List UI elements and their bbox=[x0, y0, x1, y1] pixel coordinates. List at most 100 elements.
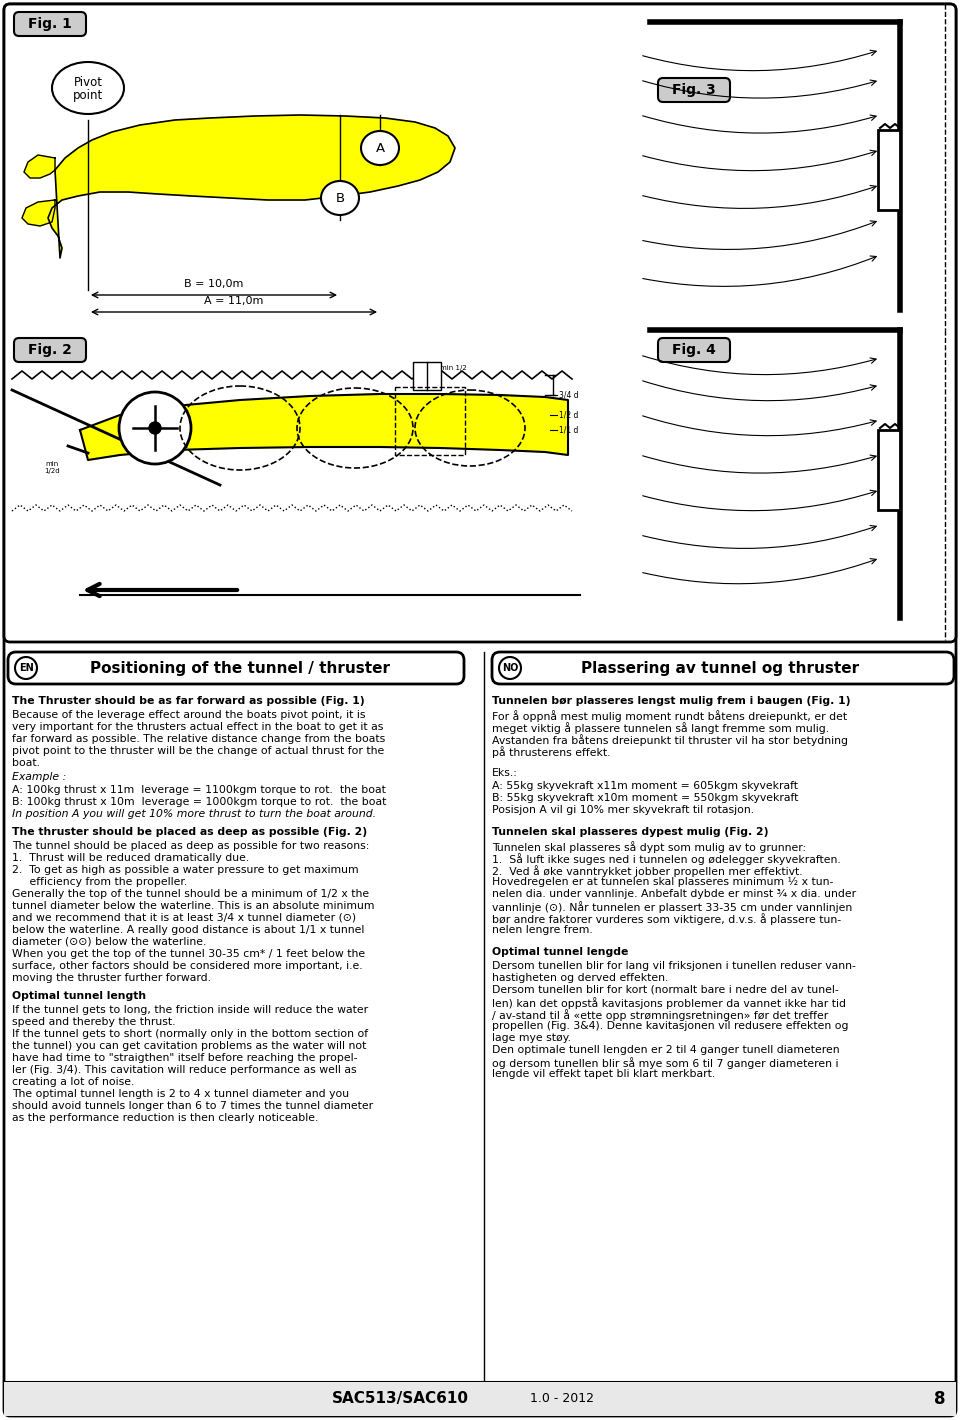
Text: surface, other factors should be considered more important, i.e.: surface, other factors should be conside… bbox=[12, 961, 363, 971]
Text: Tunnelen skal plasseres så dypt som mulig av to grunner:: Tunnelen skal plasseres så dypt som muli… bbox=[492, 841, 806, 853]
Text: SAC513/SAC610: SAC513/SAC610 bbox=[331, 1392, 468, 1406]
Text: hastigheten og derved effekten.: hastigheten og derved effekten. bbox=[492, 973, 668, 983]
FancyBboxPatch shape bbox=[4, 4, 956, 642]
Text: efficiency from the propeller.: efficiency from the propeller. bbox=[12, 878, 187, 888]
Text: The tunnel should be placed as deep as possible for two reasons:: The tunnel should be placed as deep as p… bbox=[12, 841, 370, 851]
Text: boat.: boat. bbox=[12, 758, 40, 768]
FancyBboxPatch shape bbox=[492, 652, 954, 684]
FancyBboxPatch shape bbox=[14, 338, 86, 362]
Text: nelen dia. under vannlinje. Anbefalt dybde er minst ¾ x dia. under: nelen dia. under vannlinje. Anbefalt dyb… bbox=[492, 889, 856, 899]
Text: A: 100kg thrust x 11m  leverage = 1100kgm torque to rot.  the boat: A: 100kg thrust x 11m leverage = 1100kgm… bbox=[12, 785, 386, 795]
Text: B: 55kg skyvekraft x10m moment = 550kgm skyvekraft: B: 55kg skyvekraft x10m moment = 550kgm … bbox=[492, 792, 799, 802]
Circle shape bbox=[119, 392, 191, 464]
Text: If the tunnel gets to long, the friction inside will reduce the water: If the tunnel gets to long, the friction… bbox=[12, 1005, 368, 1015]
Text: tunnel diameter below the waterline. This is an absolute minimum: tunnel diameter below the waterline. Thi… bbox=[12, 902, 374, 912]
Text: and we recommend that it is at least 3/4 x tunnel diameter (⊙): and we recommend that it is at least 3/4… bbox=[12, 913, 356, 923]
Text: Fig. 4: Fig. 4 bbox=[672, 344, 716, 356]
Text: Tunnelen bør plasseres lengst mulig frem i baugen (Fig. 1): Tunnelen bør plasseres lengst mulig frem… bbox=[492, 696, 851, 706]
Polygon shape bbox=[80, 393, 568, 460]
Text: Optimal tunnel lengde: Optimal tunnel lengde bbox=[492, 947, 629, 957]
Text: Den optimale tunell lengden er 2 til 4 ganger tunell diameteren: Den optimale tunell lengden er 2 til 4 g… bbox=[492, 1045, 840, 1055]
Text: Example :: Example : bbox=[12, 772, 66, 782]
Circle shape bbox=[499, 657, 521, 679]
FancyBboxPatch shape bbox=[4, 4, 956, 1416]
Text: 1.0 - 2012: 1.0 - 2012 bbox=[530, 1393, 594, 1406]
Text: Posisjon A vil gi 10% mer skyvekraft til rotasjon.: Posisjon A vil gi 10% mer skyvekraft til… bbox=[492, 805, 755, 815]
Text: len) kan det oppstå kavitasjons problemer da vannet ikke har tid: len) kan det oppstå kavitasjons probleme… bbox=[492, 997, 846, 1008]
Bar bbox=[878, 430, 900, 510]
Text: min 1/2: min 1/2 bbox=[440, 365, 467, 371]
Text: Eks.:: Eks.: bbox=[492, 768, 517, 778]
Text: creating a lot of noise.: creating a lot of noise. bbox=[12, 1076, 134, 1086]
Text: Hovedregelen er at tunnelen skal plasseres minimum ½ x tun-: Hovedregelen er at tunnelen skal plasser… bbox=[492, 878, 833, 888]
Text: should avoid tunnels longer than 6 to 7 times the tunnel diameter: should avoid tunnels longer than 6 to 7 … bbox=[12, 1100, 373, 1110]
Text: 2.  To get as high as possible a water pressure to get maximum: 2. To get as high as possible a water pr… bbox=[12, 865, 359, 875]
Text: The thruster should be placed as deep as possible (Fig. 2): The thruster should be placed as deep as… bbox=[12, 826, 367, 836]
Circle shape bbox=[149, 422, 161, 435]
Text: og dersom tunellen blir så mye som 6 til 7 ganger diameteren i: og dersom tunellen blir så mye som 6 til… bbox=[492, 1056, 838, 1069]
FancyBboxPatch shape bbox=[14, 11, 86, 36]
Text: The optimal tunnel length is 2 to 4 x tunnel diameter and you: The optimal tunnel length is 2 to 4 x tu… bbox=[12, 1089, 349, 1099]
Text: far forward as possible. The relative distance change from the boats: far forward as possible. The relative di… bbox=[12, 734, 385, 744]
Text: Dersom tunellen blir for lang vil friksjonen i tunellen reduser vann-: Dersom tunellen blir for lang vil friksj… bbox=[492, 961, 856, 971]
Text: If the tunnel gets to short (normally only in the bottom section of: If the tunnel gets to short (normally on… bbox=[12, 1030, 368, 1039]
Text: 1/2 d: 1/2 d bbox=[559, 410, 578, 419]
Text: A = 11,0m: A = 11,0m bbox=[204, 295, 264, 305]
Text: / av-stand til å «ette opp strømningsretningen» før det treffer: / av-stand til å «ette opp strømningsret… bbox=[492, 1010, 828, 1021]
Text: Dersom tunellen blir for kort (normalt bare i nedre del av tunel-: Dersom tunellen blir for kort (normalt b… bbox=[492, 985, 839, 995]
Bar bbox=[878, 131, 900, 210]
Text: bør andre faktorer vurderes som viktigere, d.v.s. å plassere tun-: bør andre faktorer vurderes som viktiger… bbox=[492, 913, 841, 924]
Text: NO: NO bbox=[502, 663, 518, 673]
Text: lage mye støy.: lage mye støy. bbox=[492, 1032, 571, 1044]
Text: 2.  Ved å øke vanntrykket jobber propellen mer effektivt.: 2. Ved å øke vanntrykket jobber propelle… bbox=[492, 865, 803, 878]
FancyBboxPatch shape bbox=[658, 338, 730, 362]
Text: på thrusterens effekt.: på thrusterens effekt. bbox=[492, 746, 611, 758]
Text: lengde vil effekt tapet bli klart merkbart.: lengde vil effekt tapet bli klart merkba… bbox=[492, 1069, 715, 1079]
Text: propellen (Fig. 3&4). Denne kavitasjonen vil redusere effekten og: propellen (Fig. 3&4). Denne kavitasjonen… bbox=[492, 1021, 849, 1031]
Text: In position A you will get 10% more thrust to turn the boat around.: In position A you will get 10% more thru… bbox=[12, 809, 376, 819]
FancyBboxPatch shape bbox=[8, 652, 464, 684]
Text: have had time to "straigthen" itself before reaching the propel-: have had time to "straigthen" itself bef… bbox=[12, 1054, 357, 1064]
Bar bbox=[413, 362, 441, 391]
Bar bbox=[395, 388, 465, 454]
Text: Optimal tunnel length: Optimal tunnel length bbox=[12, 991, 146, 1001]
Ellipse shape bbox=[52, 62, 124, 114]
Text: EN: EN bbox=[18, 663, 34, 673]
Text: 3/4 d: 3/4 d bbox=[559, 391, 579, 399]
Text: vannlinje (⊙). Når tunnelen er plassert 33-35 cm under vannlinjen: vannlinje (⊙). Når tunnelen er plassert … bbox=[492, 902, 852, 913]
Ellipse shape bbox=[361, 131, 399, 165]
Text: Fig. 1: Fig. 1 bbox=[28, 17, 72, 31]
Text: ler (Fig. 3/4). This cavitation will reduce performance as well as: ler (Fig. 3/4). This cavitation will red… bbox=[12, 1065, 356, 1075]
Text: very important for the thrusters actual effect in the boat to get it as: very important for the thrusters actual … bbox=[12, 721, 383, 731]
FancyBboxPatch shape bbox=[658, 78, 730, 102]
Text: diameter (⊙⊙) below the waterline.: diameter (⊙⊙) below the waterline. bbox=[12, 937, 206, 947]
Text: Fig. 3: Fig. 3 bbox=[672, 82, 716, 97]
Text: Positioning of the tunnel / thruster: Positioning of the tunnel / thruster bbox=[90, 660, 390, 676]
Text: Avstanden fra båtens dreiepunkt til thruster vil ha stor betydning: Avstanden fra båtens dreiepunkt til thru… bbox=[492, 734, 848, 746]
Text: Fig. 2: Fig. 2 bbox=[28, 344, 72, 356]
Text: When you get the top of the tunnel 30-35 cm* / 1 feet below the: When you get the top of the tunnel 30-35… bbox=[12, 949, 365, 959]
Text: speed and thereby the thrust.: speed and thereby the thrust. bbox=[12, 1017, 176, 1027]
Text: moving the thruster further forward.: moving the thruster further forward. bbox=[12, 973, 211, 983]
Text: Tunnelen skal plasseres dypest mulig (Fig. 2): Tunnelen skal plasseres dypest mulig (Fi… bbox=[492, 826, 769, 836]
Text: meget viktig å plassere tunnelen så langt fremme som mulig.: meget viktig å plassere tunnelen så lang… bbox=[492, 721, 829, 734]
Text: pivot point to the thruster will be the change of actual thrust for the: pivot point to the thruster will be the … bbox=[12, 746, 384, 755]
Text: 1.  Så luft ikke suges ned i tunnelen og ødelegger skyvekraften.: 1. Så luft ikke suges ned i tunnelen og … bbox=[492, 853, 841, 865]
Text: For å oppnå mest mulig moment rundt båtens dreiepunkt, er det: For å oppnå mest mulig moment rundt båte… bbox=[492, 710, 847, 721]
Text: nelen lengre frem.: nelen lengre frem. bbox=[492, 924, 592, 934]
Text: The Thruster should be as far forward as possible (Fig. 1): The Thruster should be as far forward as… bbox=[12, 696, 365, 706]
Text: B: B bbox=[335, 192, 345, 204]
Polygon shape bbox=[22, 200, 55, 226]
Text: the tunnel) you can get cavitation problems as the water will not: the tunnel) you can get cavitation probl… bbox=[12, 1041, 367, 1051]
Text: B: 100kg thrust x 10m  leverage = 1000kgm torque to rot.  the boat: B: 100kg thrust x 10m leverage = 1000kgm… bbox=[12, 797, 386, 807]
Polygon shape bbox=[48, 115, 455, 258]
Text: B = 10,0m: B = 10,0m bbox=[184, 278, 244, 290]
Text: 8: 8 bbox=[934, 1390, 946, 1409]
Circle shape bbox=[15, 657, 37, 679]
Bar bbox=[4, 1382, 956, 1416]
Text: 1/1 d: 1/1 d bbox=[559, 426, 578, 435]
Text: A: A bbox=[375, 142, 385, 155]
Text: point: point bbox=[73, 89, 103, 102]
Text: min
1/2d: min 1/2d bbox=[44, 462, 60, 474]
Text: 1.  Thrust will be reduced dramatically due.: 1. Thrust will be reduced dramatically d… bbox=[12, 853, 250, 863]
